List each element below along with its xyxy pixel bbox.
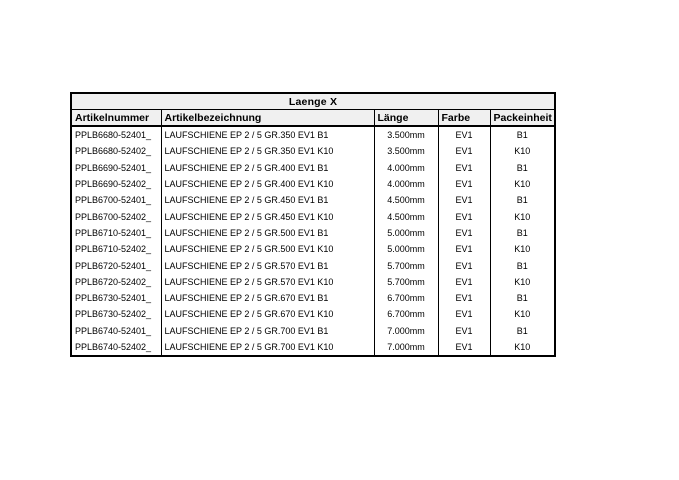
cell-artikelbezeichnung: LAUFSCHIENE EP 2 / 5 GR.350 EV1 K10 — [160, 143, 375, 160]
cell-laenge: 6.700mm — [373, 289, 439, 307]
cell-artikelbezeichnung: LAUFSCHIENE EP 2 / 5 GR.500 EV1 K10 — [160, 241, 375, 258]
cell-artikelbezeichnung: LAUFSCHIENE EP 2 / 5 GR.400 EV1 B1 — [160, 159, 375, 176]
cell-farbe: EV1 — [437, 126, 491, 144]
table-row: PPLB6700-52402_ LAUFSCHIENE EP 2 / 5 GR.4… — [70, 208, 556, 225]
cell-laenge: 4.000mm — [373, 159, 439, 176]
article-table: Laenge X Artikelnummer Artikelbezeichnung… — [70, 92, 557, 358]
cell-packeinheit: K10 — [489, 208, 556, 225]
cell-farbe: EV1 — [437, 306, 491, 323]
cell-farbe: EV1 — [437, 338, 491, 357]
cell-artikelbezeichnung: LAUFSCHIENE EP 2 / 5 GR.570 EV1 K10 — [160, 273, 375, 290]
cell-laenge: 4.500mm — [373, 192, 439, 209]
table-row: PPLB6700-52401_ LAUFSCHIENE EP 2 / 5 GR.4… — [70, 192, 556, 209]
column-header-farbe: Farbe — [437, 109, 491, 127]
cell-laenge: 4.500mm — [373, 208, 439, 225]
cell-packeinheit: K10 — [489, 338, 556, 357]
cell-packeinheit: B1 — [489, 159, 556, 176]
cell-artikelnummer: PPLB6720-52402_ — [70, 273, 162, 290]
cell-artikelnummer: PPLB6700-52401_ — [70, 192, 162, 209]
cell-packeinheit: B1 — [489, 126, 556, 144]
cell-laenge: 5.700mm — [373, 273, 439, 290]
cell-farbe: EV1 — [437, 257, 491, 274]
cell-artikelnummer: PPLB6730-52402_ — [70, 306, 162, 323]
table-row: PPLB6720-52402_ LAUFSCHIENE EP 2 / 5 GR.5… — [70, 273, 556, 290]
cell-artikelnummer: PPLB6690-52402_ — [70, 175, 162, 193]
table-row: PPLB6680-52402_ LAUFSCHIENE EP 2 / 5 GR.3… — [70, 143, 556, 160]
cell-packeinheit: B1 — [489, 322, 556, 339]
cell-farbe: EV1 — [437, 208, 491, 225]
cell-laenge: 7.000mm — [373, 338, 439, 357]
cell-artikelbezeichnung: LAUFSCHIENE EP 2 / 5 GR.570 EV1 B1 — [160, 257, 375, 274]
cell-packeinheit: K10 — [489, 241, 556, 258]
table-row: PPLB6730-52401_ LAUFSCHIENE EP 2 / 5 GR.6… — [70, 289, 556, 307]
table-header: Laenge X Artikelnummer Artikelbezeichnung… — [70, 93, 556, 127]
table-row: PPLB6680-52401_ LAUFSCHIENE EP 2 / 5 GR.3… — [70, 126, 556, 144]
table-body: PPLB6680-52401_ LAUFSCHIENE EP 2 / 5 GR.3… — [70, 126, 556, 357]
cell-artikelbezeichnung: LAUFSCHIENE EP 2 / 5 GR.670 EV1 K10 — [160, 306, 375, 323]
column-header-artikelbezeichnung: Artikelbezeichnung — [160, 109, 375, 127]
cell-artikelnummer: PPLB6680-52401_ — [70, 126, 162, 144]
cell-packeinheit: B1 — [489, 192, 556, 209]
cell-laenge: 3.500mm — [373, 143, 439, 160]
cell-farbe: EV1 — [437, 159, 491, 176]
cell-artikelnummer: PPLB6700-52402_ — [70, 208, 162, 225]
cell-artikelnummer: PPLB6730-52401_ — [70, 289, 162, 307]
cell-artikelnummer: PPLB6690-52401_ — [70, 159, 162, 176]
cell-farbe: EV1 — [437, 224, 491, 242]
cell-artikelnummer: PPLB6740-52401_ — [70, 322, 162, 339]
cell-packeinheit: B1 — [489, 257, 556, 274]
cell-farbe: EV1 — [437, 241, 491, 258]
cell-farbe: EV1 — [437, 143, 491, 160]
cell-packeinheit: B1 — [489, 289, 556, 307]
cell-artikelnummer: PPLB6720-52401_ — [70, 257, 162, 274]
cell-packeinheit: K10 — [489, 273, 556, 290]
cell-laenge: 5.000mm — [373, 224, 439, 242]
table-title: Laenge X — [71, 93, 556, 110]
cell-packeinheit: K10 — [489, 143, 556, 160]
column-header-packeinheit: Packeinheit — [489, 109, 556, 127]
column-header-artikelnummer: Artikelnummer — [70, 109, 162, 127]
cell-packeinheit: K10 — [489, 306, 556, 323]
table-row: PPLB6710-52402_ LAUFSCHIENE EP 2 / 5 GR.5… — [70, 241, 556, 258]
table-row: PPLB6690-52401_ LAUFSCHIENE EP 2 / 5 GR.4… — [70, 159, 556, 176]
cell-artikelbezeichnung: LAUFSCHIENE EP 2 / 5 GR.400 EV1 K10 — [160, 175, 375, 193]
cell-laenge: 7.000mm — [373, 322, 439, 339]
cell-laenge: 3.500mm — [373, 126, 439, 144]
table-row: PPLB6710-52401_ LAUFSCHIENE EP 2 / 5 GR.5… — [70, 224, 556, 242]
cell-artikelnummer: PPLB6710-52402_ — [70, 241, 162, 258]
cell-artikelnummer: PPLB6710-52401_ — [70, 224, 162, 242]
cell-laenge: 6.700mm — [373, 306, 439, 323]
cell-laenge: 5.700mm — [373, 257, 439, 274]
cell-farbe: EV1 — [437, 289, 491, 307]
table-row: PPLB6740-52402_ LAUFSCHIENE EP 2 / 5 GR.7… — [70, 338, 556, 357]
cell-artikelbezeichnung: LAUFSCHIENE EP 2 / 5 GR.700 EV1 B1 — [160, 322, 375, 339]
cell-farbe: EV1 — [437, 322, 491, 339]
title-row: Laenge X — [71, 93, 556, 110]
cell-artikelbezeichnung: LAUFSCHIENE EP 2 / 5 GR.350 EV1 B1 — [160, 126, 375, 144]
cell-farbe: EV1 — [437, 273, 491, 290]
cell-laenge: 4.000mm — [373, 175, 439, 193]
cell-artikelbezeichnung: LAUFSCHIENE EP 2 / 5 GR.450 EV1 B1 — [160, 192, 375, 209]
table-row: PPLB6690-52402_ LAUFSCHIENE EP 2 / 5 GR.4… — [70, 175, 556, 193]
table-row: PPLB6720-52401_ LAUFSCHIENE EP 2 / 5 GR.5… — [70, 257, 556, 274]
cell-laenge: 5.000mm — [373, 241, 439, 258]
cell-artikelnummer: PPLB6680-52402_ — [70, 143, 162, 160]
cell-artikelnummer: PPLB6740-52402_ — [70, 338, 162, 357]
table-row: PPLB6740-52401_ LAUFSCHIENE EP 2 / 5 GR.7… — [70, 322, 556, 339]
cell-artikelbezeichnung: LAUFSCHIENE EP 2 / 5 GR.670 EV1 B1 — [160, 289, 375, 307]
column-header-row: Artikelnummer Artikelbezeichnung Länge Farb… — [70, 109, 556, 127]
cell-packeinheit: B1 — [489, 224, 556, 242]
cell-artikelbezeichnung: LAUFSCHIENE EP 2 / 5 GR.700 EV1 K10 — [160, 338, 375, 357]
cell-packeinheit: K10 — [489, 175, 556, 193]
cell-farbe: EV1 — [437, 175, 491, 193]
cell-artikelbezeichnung: LAUFSCHIENE EP 2 / 5 GR.500 EV1 B1 — [160, 224, 375, 242]
cell-farbe: EV1 — [437, 192, 491, 209]
cell-artikelbezeichnung: LAUFSCHIENE EP 2 / 5 GR.450 EV1 K10 — [160, 208, 375, 225]
table-row: PPLB6730-52402_ LAUFSCHIENE EP 2 / 5 GR.6… — [70, 306, 556, 323]
column-header-laenge: Länge — [373, 109, 439, 127]
